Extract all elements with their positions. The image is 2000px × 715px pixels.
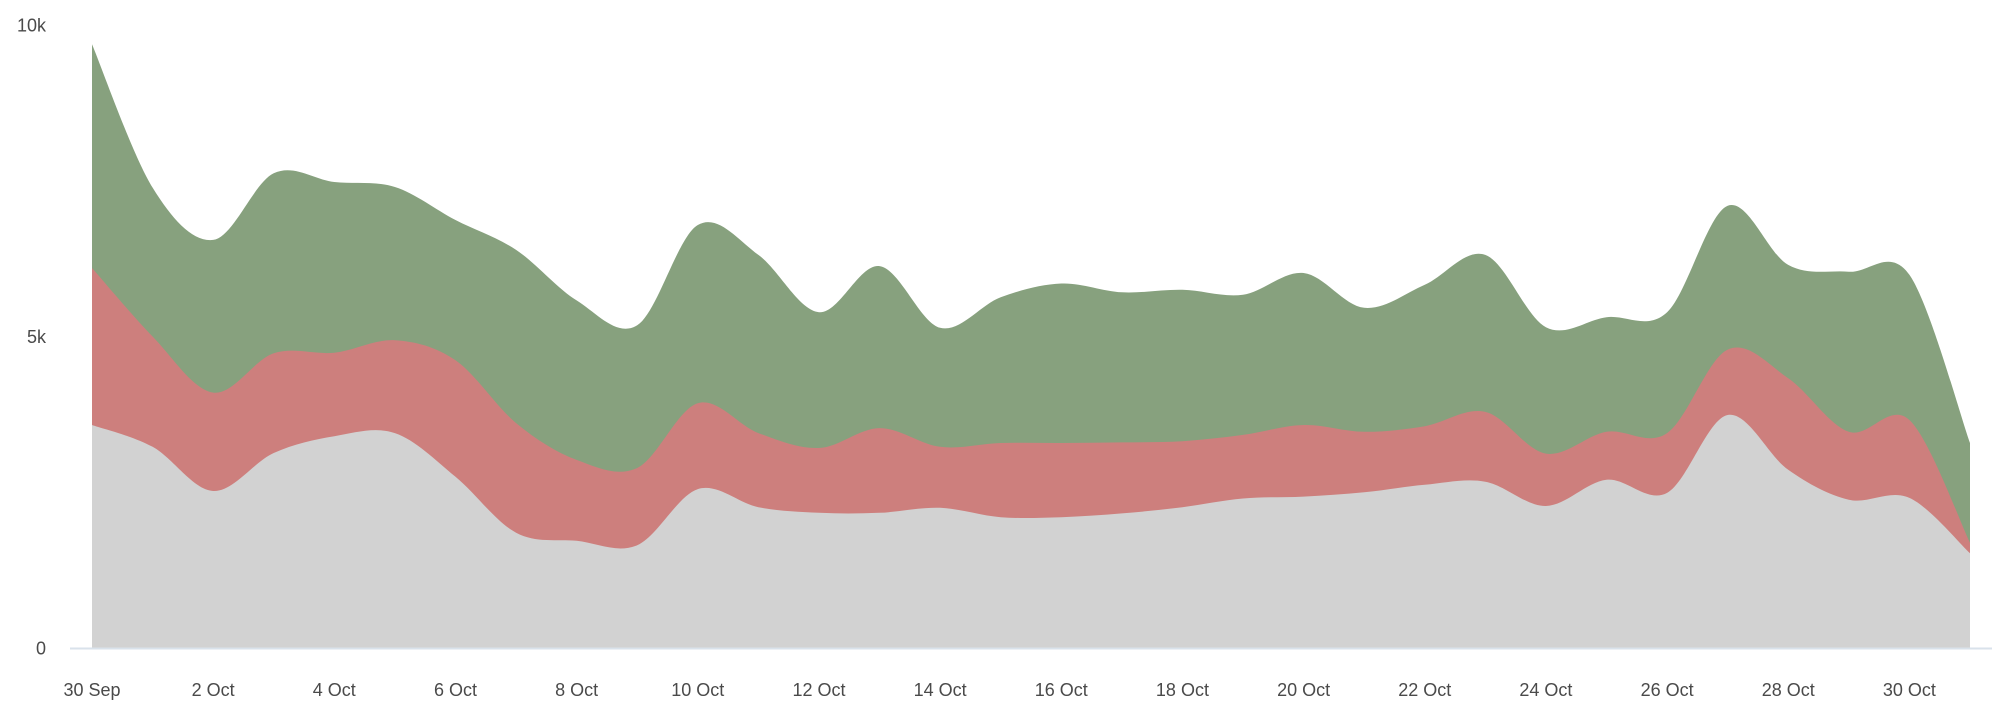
x-axis-label: 4 Oct — [313, 680, 356, 700]
area-bottom-gray[interactable] — [92, 414, 1970, 648]
x-axis-label: 12 Oct — [792, 680, 845, 700]
x-axis-label: 20 Oct — [1277, 680, 1330, 700]
x-axis-label: 14 Oct — [914, 680, 967, 700]
x-axis-label: 8 Oct — [555, 680, 598, 700]
x-axis-label: 28 Oct — [1762, 680, 1815, 700]
x-axis-label: 6 Oct — [434, 680, 477, 700]
x-axis-label: 10 Oct — [671, 680, 724, 700]
y-axis-label: 10k — [17, 16, 47, 36]
x-axis-label: 18 Oct — [1156, 680, 1209, 700]
y-axis-label: 5k — [27, 327, 47, 347]
x-axis-label: 30 Sep — [63, 680, 120, 700]
x-axis-label: 24 Oct — [1519, 680, 1572, 700]
y-axis-label: 0 — [36, 639, 46, 659]
x-axis-label: 16 Oct — [1035, 680, 1088, 700]
x-axis-label: 30 Oct — [1883, 680, 1936, 700]
x-axis-label: 2 Oct — [192, 680, 235, 700]
x-axis-label: 22 Oct — [1398, 680, 1451, 700]
x-axis-label: 26 Oct — [1641, 680, 1694, 700]
